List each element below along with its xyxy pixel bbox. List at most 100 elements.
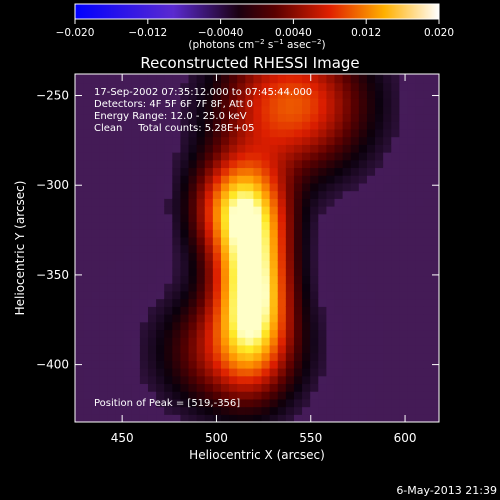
heatmap-cell (293, 74, 303, 76)
heatmap-cell (302, 82, 311, 91)
heatmap-cell (423, 398, 433, 408)
heatmap-cell (196, 275, 206, 284)
heatmap-cell (366, 329, 376, 338)
heatmap-cell (75, 113, 84, 122)
heatmap-cell (123, 136, 133, 145)
heatmap-cell (431, 236, 439, 246)
heatmap-cell (83, 252, 92, 261)
heatmap-cell (318, 383, 328, 392)
y-tick-label: −400 (36, 358, 69, 372)
heatmap-cell (139, 236, 149, 246)
heatmap-cell (131, 244, 141, 253)
heatmap-cell (107, 368, 117, 377)
heatmap-cell (115, 213, 125, 223)
heatmap-cell (147, 105, 157, 115)
heatmap-cell (302, 113, 311, 122)
heatmap-cell (415, 74, 425, 76)
heatmap-cell (75, 283, 84, 292)
heatmap-cell (253, 144, 263, 153)
heatmap-cell (261, 298, 271, 307)
heatmap-cell (326, 198, 336, 207)
heatmap-cell (237, 74, 246, 84)
heatmap-cell (431, 128, 439, 138)
heatmap-cell (91, 159, 100, 169)
heatmap-cell (91, 375, 100, 385)
heatmap-cell (407, 167, 417, 176)
heatmap-cell (164, 167, 173, 176)
heatmap-cell (269, 244, 279, 253)
heatmap-cell (415, 82, 425, 91)
heatmap-cell (277, 213, 287, 223)
heatmap-cell (99, 159, 109, 169)
heatmap-cell (83, 229, 92, 238)
x-axis-label: Heliocentric X (arcsec) (189, 448, 325, 462)
heatmap-cell (99, 236, 109, 246)
heatmap-cell (399, 252, 409, 261)
heatmap-cell (180, 406, 190, 415)
heatmap-cell (310, 360, 319, 369)
heatmap-cell (334, 337, 344, 346)
heatmap-cell (107, 152, 117, 161)
heatmap-cell (261, 352, 271, 361)
heatmap-cell (358, 213, 368, 223)
heatmap-cell (164, 229, 173, 238)
heatmap-cell (188, 74, 198, 84)
heatmap-cell (399, 414, 409, 422)
heatmap-cell (123, 206, 133, 215)
heatmap-cell (383, 337, 392, 346)
heatmap-cell (196, 344, 206, 354)
heatmap-cell (310, 260, 319, 269)
heatmap-cell (237, 306, 246, 315)
heatmap-cell (318, 213, 328, 223)
heatmap-cell (83, 329, 92, 338)
heatmap-cell (383, 383, 392, 392)
heatmap-cell (164, 267, 173, 277)
heatmap-cell (334, 229, 344, 238)
heatmap-cell (326, 391, 336, 400)
heatmap-cell (366, 144, 376, 153)
heatmap-cell (91, 298, 100, 307)
heatmap-cell (358, 344, 368, 354)
heatmap-cell (156, 391, 165, 400)
heatmap-cell (237, 128, 246, 138)
heatmap-cell (156, 98, 165, 107)
annotation-time: 17-Sep-2002 07:35:12.000 to 07:45:44.000 (94, 87, 312, 98)
heatmap-cell (310, 283, 319, 292)
heatmap-cell (318, 329, 328, 338)
heatmap-cell (407, 267, 417, 277)
heatmap-cell (91, 113, 100, 122)
heatmap-cell (253, 198, 263, 207)
heatmap-cell (164, 152, 173, 161)
heatmap-cell (180, 236, 190, 246)
heatmap-cell (253, 128, 263, 138)
heatmap-cell (415, 391, 425, 400)
heatmap-cell (285, 267, 295, 277)
heatmap-cell (212, 175, 222, 184)
heatmap-cell (269, 391, 279, 400)
heatmap-cell (423, 290, 433, 300)
heatmap-cell (366, 74, 376, 76)
heatmap-cell (293, 105, 303, 115)
heatmap-cell (196, 337, 206, 346)
heatmap-cell (366, 206, 376, 215)
heatmap-cell (383, 414, 392, 422)
heatmap-cell (334, 398, 344, 408)
heatmap-cell (229, 267, 238, 277)
heatmap-cell (391, 329, 400, 338)
heatmap-cell (139, 229, 149, 238)
heatmap-cell (261, 368, 271, 377)
heatmap-cell (383, 314, 392, 323)
heatmap-cell (293, 260, 303, 269)
heatmap-cell (334, 352, 344, 361)
heatmap-cell (123, 128, 133, 138)
heatmap-cell (293, 360, 303, 369)
heatmap-cell (75, 128, 84, 138)
heatmap-cell (91, 206, 100, 215)
heatmap-cell (237, 221, 246, 230)
heatmap-cell (115, 314, 125, 323)
heatmap-cell (196, 113, 206, 122)
heatmap-cell (399, 275, 409, 284)
heatmap-cell (75, 144, 84, 153)
heatmap-cell (164, 105, 173, 115)
heatmap-cell (180, 352, 190, 361)
